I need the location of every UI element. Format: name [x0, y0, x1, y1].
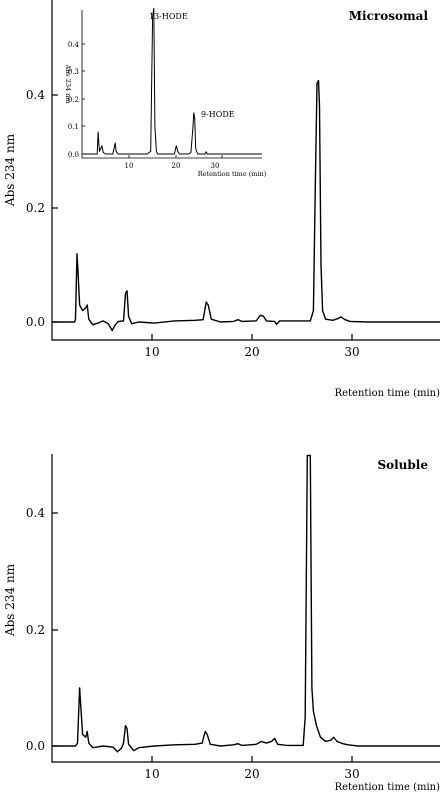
soluble-xtick-label: 10: [144, 767, 159, 781]
inset-xtick-label: 20: [172, 162, 181, 170]
microsomal-ytick-label: 0.2: [26, 201, 45, 215]
inset-annotation-13-hode: 13-HODE: [149, 12, 188, 21]
inset-y-axis-title: Abs 234 nm: [64, 63, 72, 103]
soluble-ytick-label: 0.0: [26, 739, 45, 753]
inset-x-axis-title: Retention time (min): [198, 170, 267, 178]
inset-ytick-label: 0.0: [68, 151, 79, 159]
microsomal-panel-title: Microsomal: [349, 9, 429, 23]
soluble-trace: [52, 454, 440, 753]
microsomal-y-axis-title: Abs 234 nm: [3, 133, 17, 207]
soluble-xtick-label: 30: [344, 767, 359, 781]
microsomal-xtick-label: 10: [144, 345, 159, 359]
microsomal-ytick-label: 0.4: [26, 88, 45, 102]
soluble-y-ticks: 0.0 0.2 0.4: [26, 506, 58, 753]
soluble-xtick-label: 20: [244, 767, 259, 781]
soluble-axes: [51, 454, 440, 763]
inset-axes: [81, 10, 262, 159]
soluble-x-ticks: 10 20 30: [144, 756, 360, 781]
inset-y-ticks: 0.0 0.1 0.2 0.3 0.4: [68, 41, 85, 159]
inset-trace: [82, 7, 262, 155]
microsomal-panel: 0.0 0.2 0.4 10 20 30 Abs 234 nm Retentio…: [3, 0, 440, 399]
microsomal-axes: [51, 0, 440, 341]
microsomal-y-ticks: 0.0 0.2 0.4: [26, 88, 58, 329]
soluble-x-axis-title: Retention time (min): [335, 782, 440, 793]
microsomal-xtick-label: 20: [244, 345, 259, 359]
microsomal-xtick-label: 30: [344, 345, 359, 359]
inset-annotation-9-hode: 9-HODE: [201, 110, 235, 119]
soluble-panel: 0.0 0.2 0.4 10 20 30 Abs 234 nm Retentio…: [3, 454, 440, 793]
inset-ytick-label: 0.1: [68, 123, 79, 131]
inset-x-ticks: 10 20 30: [125, 155, 223, 170]
inset-ytick-label: 0.3: [68, 68, 79, 76]
microsomal-trace: [52, 79, 440, 332]
inset-xtick-label: 10: [125, 162, 134, 170]
inset-ytick-label: 0.4: [68, 41, 80, 49]
microsomal-x-ticks: 10 20 30: [144, 334, 360, 359]
soluble-y-axis-title: Abs 234 nm: [3, 563, 17, 637]
microsomal-ytick-label: 0.0: [26, 315, 45, 329]
soluble-ytick-label: 0.4: [26, 506, 45, 520]
soluble-ytick-label: 0.2: [26, 623, 45, 637]
microsomal-inset: 0.0 0.1 0.2 0.3 0.4 10 20 30 Abs 234 nm …: [64, 7, 267, 178]
inset-ytick-label: 0.2: [68, 96, 79, 104]
soluble-panel-title: Soluble: [377, 458, 428, 472]
microsomal-x-axis-title: Retention time (min): [335, 388, 440, 399]
inset-xtick-label: 30: [211, 162, 220, 170]
